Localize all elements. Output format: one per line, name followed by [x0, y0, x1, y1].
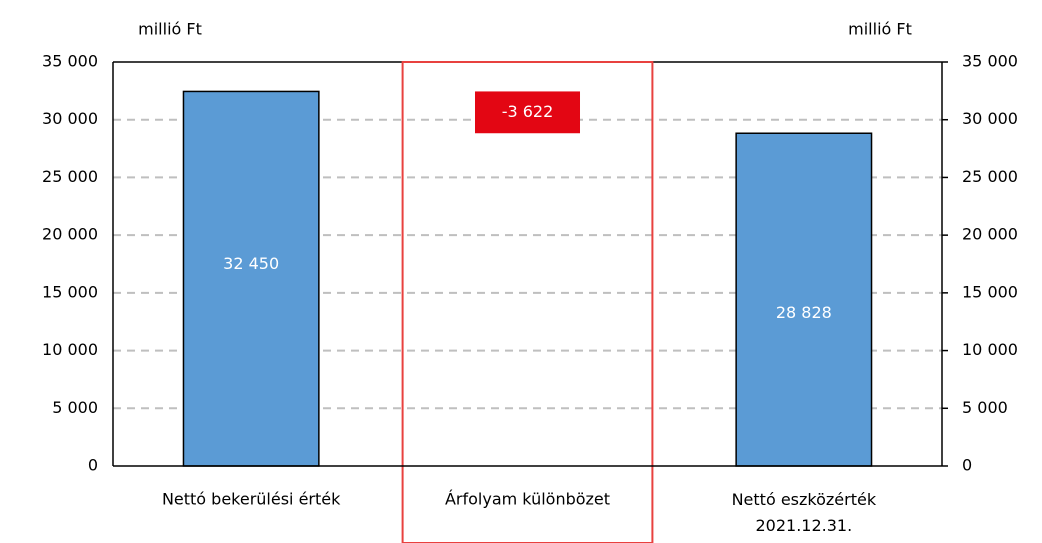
x-tick-label: Árfolyam különbözet — [445, 490, 610, 509]
y-tick-label: 35 000 — [42, 52, 98, 71]
y2-tick-label: 5 000 — [962, 398, 1008, 417]
y-tick-label: 10 000 — [42, 340, 98, 359]
y2-axis-title: millió Ft — [848, 20, 912, 39]
y-tick-label: 25 000 — [42, 167, 98, 186]
value-label: 28 828 — [776, 303, 832, 322]
y-tick-label: 0 — [88, 456, 98, 475]
bar — [474, 91, 581, 134]
y-tick-label: 15 000 — [42, 282, 98, 301]
y-tick-label: 20 000 — [42, 225, 98, 244]
highlight-box — [401, 61, 654, 543]
y-tick-label: 5 000 — [52, 398, 98, 417]
y2-tick-label: 0 — [962, 456, 972, 475]
bar — [182, 90, 320, 467]
y2-tick-label: 30 000 — [962, 109, 1018, 128]
y-axis-title: millió Ft — [138, 20, 202, 39]
y2-tick-label: 35 000 — [962, 52, 1018, 71]
y2-tick-label: 10 000 — [962, 340, 1018, 359]
bar — [735, 132, 873, 467]
y2-tick-label: 20 000 — [962, 225, 1018, 244]
x-tick-label: Nettó eszközérték 2021.12.31. — [732, 490, 877, 535]
y-tick-label: 30 000 — [42, 109, 98, 128]
y2-tick-label: 25 000 — [962, 167, 1018, 186]
y2-tick-label: 15 000 — [962, 282, 1018, 301]
x-tick-label: Nettó bekerülési érték — [162, 490, 341, 509]
value-label: 32 450 — [223, 254, 279, 273]
value-label: -3 622 — [502, 102, 554, 121]
